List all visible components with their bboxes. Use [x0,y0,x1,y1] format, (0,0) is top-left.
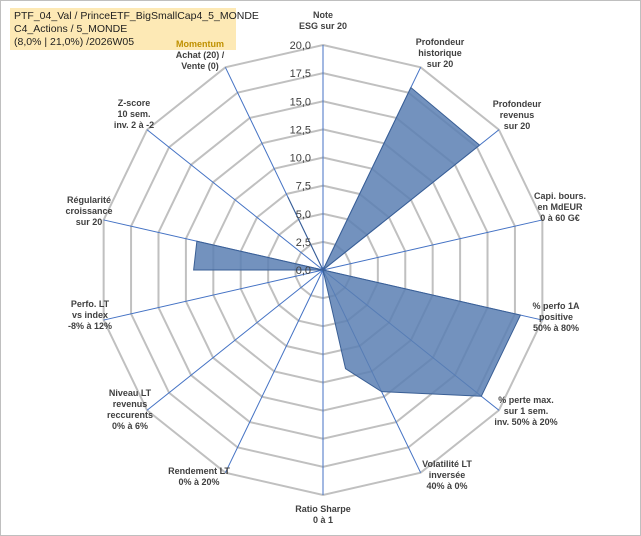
info-line-period: (8,0% | 21,0%) /2026W05 [14,36,135,48]
axis-label-5: % perte max. sur 1 sem. inv. 50% à 20% [494,395,557,427]
axis-label-line: 50% à 80% [533,323,579,333]
axis-label-line: inversée [429,470,466,480]
axis-label-line: Ratio Sharpe [295,504,351,514]
axis-label-line: revenus [500,110,535,120]
axis-label-line: inv. 2 à -2 [114,120,154,130]
tick-label-0: 0,0 [296,265,311,277]
axis-label-8: Rendement LT 0% à 20% [168,466,230,487]
axis-label-7: Ratio Sharpe 0 à 1 [295,504,351,525]
axis-label-line: Note [313,10,333,20]
axis-label-line: historique [418,48,462,58]
tick-label-6: 15,0 [290,96,311,108]
spoke-10 [103,269,324,321]
tick-label-7: 17,5 [290,68,311,80]
axis-label-2: Profondeur revenus sur 20 [493,99,542,131]
axis-label-line: Profondeur [493,99,542,109]
axis-label-line: Volatilité LT [422,459,472,469]
info-line-category: C4_Actions / 5_MONDE [14,23,128,35]
series-area [193,86,522,397]
spoke-3 [322,219,543,271]
radar-series [193,86,522,397]
axis-label-line: Achat (20) / [176,50,225,60]
axis-label-0: Note ESG sur 20 [299,10,347,31]
axis-label-line: sur 20 [427,59,454,69]
axis-label-3: Capi. bours. en MdEUR 0 à 60 G€ [534,191,586,223]
spoke-8 [224,269,324,473]
axis-label-12: Z-score 10 sem. inv. 2 à -2 [114,98,154,130]
axis-label-line: sur 1 sem. [504,406,549,416]
info-line-portfolio: PTF_04_Val / PrinceETF_BigSmallCap4_5_MO… [14,10,259,22]
axis-label-4: % perfo 1A positive 50% à 80% [532,301,580,333]
axis-label-13: Momentum Achat (20) / Vente (0) [176,39,225,71]
axis-label-line: Perfo. LT [71,299,110,309]
spoke-12 [146,129,324,271]
tick-label-5: 12,5 [290,124,311,136]
axis-label-line: -8% à 12% [68,321,112,331]
tick-label-8: 20,0 [290,40,311,52]
axis-label-line: Rendement LT [168,466,230,476]
axis-label-line: reccurents [107,410,153,420]
portfolio-info-box: PTF_04_Val / PrinceETF_BigSmallCap4_5_MO… [10,8,259,50]
axis-label-line: 0 à 60 G€ [540,213,580,223]
axis-label-line: croissance [65,206,112,216]
axis-label-line: 0 à 1 [313,515,333,525]
axis-label-10: Perfo. LT vs index -8% à 12% [68,299,112,331]
axis-label-line: vs index [72,310,108,320]
axis-label-line: Niveau LT [109,388,152,398]
axis-label-line: sur 20 [504,121,531,131]
axis-label-line: en MdEUR [538,202,584,212]
axis-label-line: revenus [113,399,148,409]
axis-label-line: Z-score [118,98,151,108]
radar-tick-labels: 0,0 2,5 5,0 7,5 10,0 12,5 15,0 17,5 20,0 [290,40,311,277]
axis-label-line: Profondeur [416,37,465,47]
tick-label-4: 10,0 [290,153,311,165]
axis-label-9: Niveau LT revenus reccurents 0% à 6% [107,388,153,431]
axis-label-line: inv. 50% à 20% [494,417,557,427]
axis-label-11: Régularité croissance sur 20 [65,195,112,227]
axis-label-line: 10 sem. [117,109,150,119]
axis-label-line: Momentum [176,39,224,49]
axis-label-line: 40% à 0% [426,481,467,491]
tick-label-2: 5,0 [296,209,311,221]
spoke-9 [146,269,324,411]
axis-label-6: Volatilité LT inversée 40% à 0% [422,459,472,491]
tick-label-3: 7,5 [296,181,311,193]
axis-label-line: 0% à 20% [178,477,219,487]
axis-label-line: sur 20 [76,217,103,227]
axis-label-line: % perfo 1A [532,301,580,311]
axis-label-line: positive [539,312,573,322]
axis-label-line: Capi. bours. [534,191,586,201]
axis-label-line: % perte max. [498,395,554,405]
axis-label-line: 0% à 6% [112,421,148,431]
axis-label-line: Régularité [67,195,111,205]
axis-label-line: ESG sur 20 [299,21,347,31]
tick-label-1: 2,5 [296,237,311,249]
axis-label-line: Vente (0) [181,61,219,71]
axis-label-1: Profondeur historique sur 20 [416,37,465,69]
